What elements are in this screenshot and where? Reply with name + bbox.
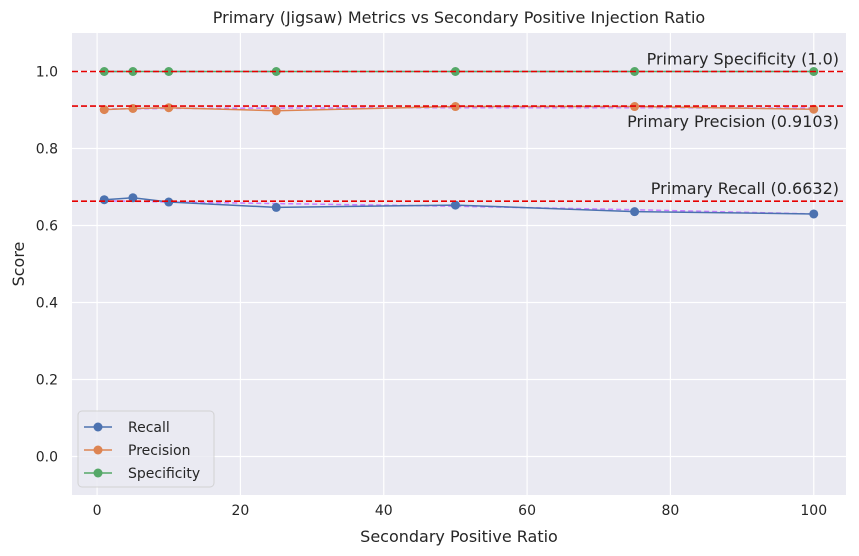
recall-legend-marker bbox=[93, 422, 103, 432]
recall-point bbox=[99, 195, 109, 205]
recall-point bbox=[128, 193, 138, 203]
recall-point bbox=[809, 209, 819, 219]
y-tick-label: 0.2 bbox=[36, 373, 58, 389]
recall-point bbox=[630, 207, 640, 217]
y-tick-label: 1.0 bbox=[36, 65, 58, 81]
x-tick-label: 80 bbox=[662, 503, 680, 519]
x-tick-labels: 0 20 40 60 80 100 bbox=[93, 503, 827, 519]
y-tick-label: 0.4 bbox=[36, 296, 58, 312]
y-axis-label: Score bbox=[9, 242, 28, 287]
series-lines bbox=[99, 67, 819, 219]
precision-point bbox=[271, 106, 281, 116]
precision-point bbox=[164, 103, 174, 113]
x-tick-label: 100 bbox=[800, 503, 827, 519]
precision-point bbox=[99, 105, 109, 115]
specificity-legend-marker bbox=[93, 468, 103, 478]
y-tick-labels: 0.0 0.2 0.4 0.6 0.8 1.0 bbox=[36, 65, 58, 466]
y-tick-label: 0.8 bbox=[36, 142, 58, 158]
specificity-point bbox=[128, 67, 138, 76]
recall-point bbox=[450, 200, 460, 210]
precision-legend-marker bbox=[93, 445, 103, 455]
x-tick-label: 0 bbox=[93, 503, 102, 519]
recall-point bbox=[271, 202, 281, 212]
grid bbox=[72, 33, 846, 495]
legend: Recall Precision Specificity bbox=[77, 410, 215, 488]
legend-label: Specificity bbox=[128, 466, 200, 482]
specificity-point bbox=[271, 67, 281, 76]
chart-title: Primary (Jigsaw) Metrics vs Secondary Po… bbox=[213, 8, 705, 27]
reference-label: Primary Precision (0.9103) bbox=[627, 112, 839, 131]
reference-lines: Primary Specificity (1.0) Primary Precisi… bbox=[72, 50, 846, 202]
legend-label: Recall bbox=[128, 420, 170, 436]
x-tick-label: 60 bbox=[518, 503, 536, 519]
x-tick-label: 20 bbox=[232, 503, 250, 519]
specificity-point bbox=[164, 67, 174, 76]
precision-point bbox=[809, 104, 819, 114]
y-tick-label: 0.6 bbox=[36, 219, 58, 235]
x-tick-label: 40 bbox=[375, 503, 393, 519]
reference-label: Primary Specificity (1.0) bbox=[647, 50, 839, 69]
recall-point bbox=[164, 197, 174, 207]
legend-box bbox=[77, 410, 215, 488]
x-axis-label: Secondary Positive Ratio bbox=[360, 527, 558, 546]
y-tick-label: 0.0 bbox=[36, 450, 58, 466]
reference-label: Primary Recall (0.6632) bbox=[651, 179, 839, 198]
legend-label: Precision bbox=[128, 443, 190, 459]
